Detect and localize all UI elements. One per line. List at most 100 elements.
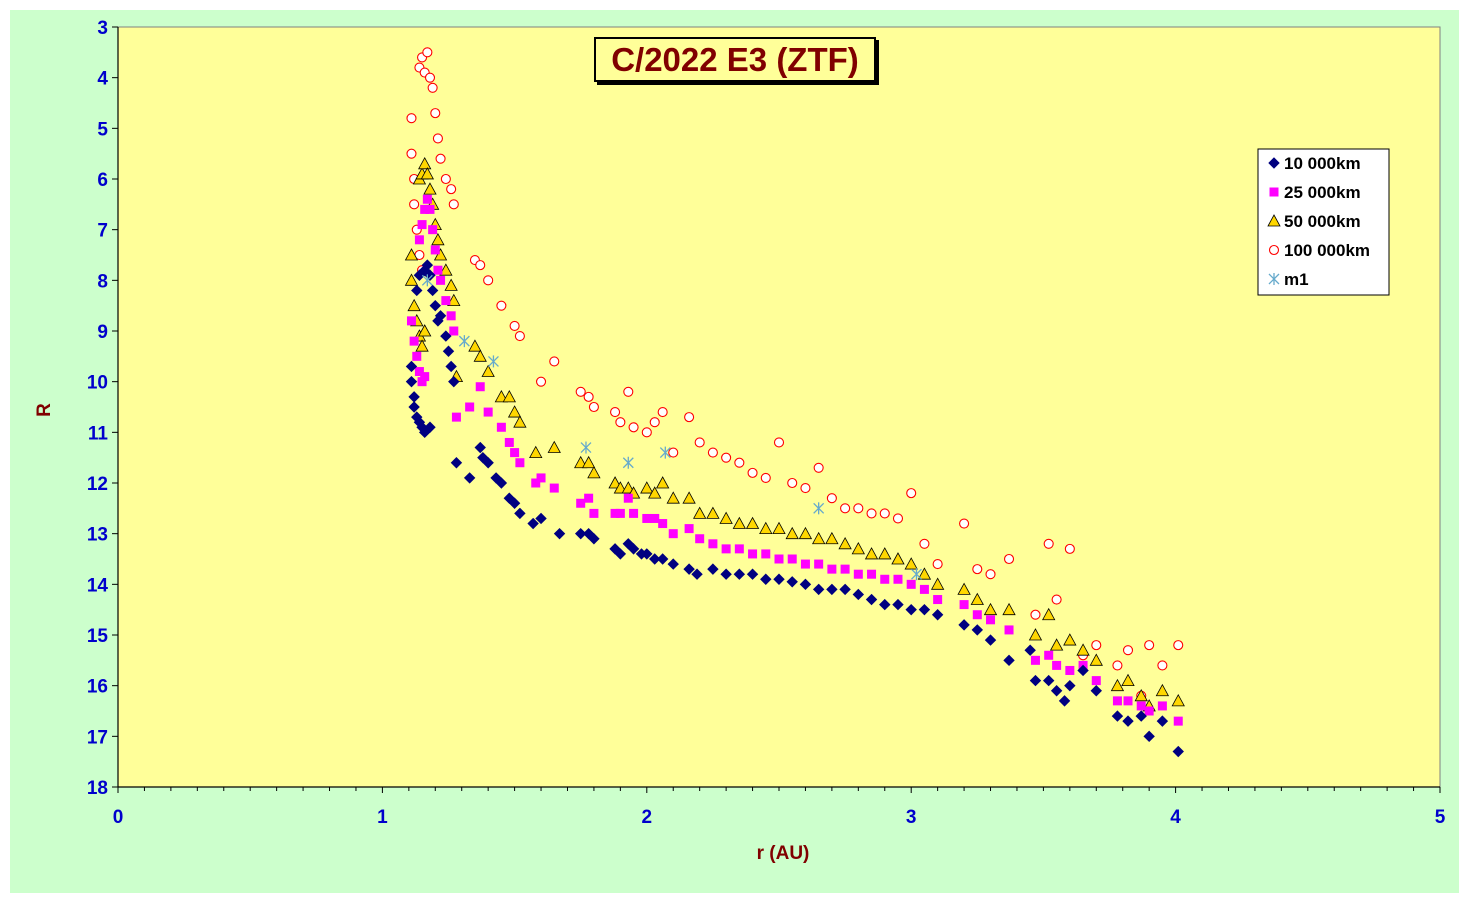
data-point-diamond bbox=[1058, 695, 1071, 707]
data-point-circle bbox=[657, 407, 668, 418]
data-point-circle bbox=[588, 401, 599, 413]
data-point-diamond bbox=[527, 517, 539, 530]
data-point-square bbox=[1030, 655, 1040, 665]
data-point-square bbox=[906, 579, 916, 589]
data-point-triangle bbox=[502, 390, 516, 403]
data-point-circle bbox=[483, 275, 494, 286]
data-point-square bbox=[642, 513, 652, 523]
data-point-triangle bbox=[798, 526, 813, 540]
data-point-triangle bbox=[447, 293, 461, 307]
data-point-circle bbox=[866, 508, 877, 519]
data-point-triangle bbox=[655, 476, 670, 489]
data-point-circle bbox=[1091, 640, 1102, 651]
y-tick-label: 9 bbox=[97, 322, 108, 343]
data-point-circle bbox=[853, 503, 864, 514]
data-point-diamond bbox=[1122, 715, 1134, 727]
data-point-diamond bbox=[971, 624, 984, 636]
data-point-diamond bbox=[1156, 715, 1169, 727]
data-point-asterisk bbox=[458, 335, 470, 348]
data-point-square bbox=[1157, 701, 1167, 711]
data-point-triangle bbox=[513, 415, 527, 428]
data-point-square bbox=[623, 493, 633, 503]
data-point-square bbox=[761, 549, 771, 559]
data-point-triangle bbox=[415, 339, 429, 352]
data-point-square bbox=[549, 483, 559, 493]
data-point-diamond bbox=[408, 401, 420, 413]
data-point-square bbox=[531, 478, 541, 488]
data-point-diamond bbox=[405, 360, 418, 373]
data-point-diamond bbox=[434, 310, 447, 322]
chart-area: 3 4 5 6 7 8 9 10 11 12 13 14 15 16 17 18 0 1 2 3 4 5 r (AU) R… bbox=[10, 10, 1459, 893]
legend-marker-triangle bbox=[1267, 214, 1281, 227]
data-point-triangle bbox=[431, 232, 445, 246]
y-tick-label: 14 bbox=[87, 575, 109, 596]
series-triangle bbox=[404, 156, 1185, 712]
data-point-square bbox=[827, 564, 837, 574]
data-point-square bbox=[414, 235, 424, 245]
data-point-triangle bbox=[693, 506, 707, 519]
data-point-circle bbox=[509, 320, 520, 331]
data-point-square bbox=[584, 493, 594, 503]
data-point-triangle bbox=[772, 521, 786, 534]
data-point-square bbox=[695, 534, 705, 544]
data-point-triangle bbox=[433, 248, 448, 261]
data-point-asterisk bbox=[421, 274, 433, 287]
data-point-diamond bbox=[865, 593, 878, 606]
data-point-square bbox=[409, 336, 419, 346]
data-point-square bbox=[451, 412, 461, 422]
data-point-circle bbox=[1112, 660, 1123, 671]
data-point-triangle bbox=[878, 547, 892, 560]
data-point-circle bbox=[623, 386, 634, 397]
data-point-triangle bbox=[640, 481, 654, 494]
data-point-square bbox=[986, 615, 996, 625]
data-point-diamond bbox=[656, 553, 669, 565]
data-point-square bbox=[748, 549, 758, 559]
data-point-triangle bbox=[904, 557, 918, 570]
data-point-circle bbox=[932, 559, 943, 570]
data-point-triangle bbox=[648, 486, 662, 499]
legend-marker-asterisk bbox=[1268, 273, 1280, 285]
data-point-diamond bbox=[1024, 644, 1036, 656]
x-tick-label: 1 bbox=[377, 807, 388, 828]
data-point-square bbox=[658, 519, 668, 529]
data-point-square bbox=[615, 508, 625, 518]
data-point-square bbox=[441, 296, 451, 306]
data-point-square bbox=[504, 437, 514, 447]
data-point-circle bbox=[440, 173, 451, 185]
data-point-square bbox=[933, 595, 943, 605]
data-point-diamond bbox=[627, 543, 640, 555]
data-point-diamond bbox=[931, 609, 944, 621]
data-point-diamond bbox=[892, 598, 904, 611]
y-tick-label: 13 bbox=[87, 525, 108, 546]
data-point-circle bbox=[1144, 640, 1155, 651]
data-point-circle bbox=[694, 437, 705, 448]
data-point-diamond bbox=[553, 527, 566, 540]
data-point-circle bbox=[1064, 543, 1075, 554]
data-point-triangle bbox=[917, 567, 932, 580]
data-point-diamond bbox=[1143, 730, 1155, 743]
data-point-circle bbox=[475, 260, 486, 271]
legend-marker-square bbox=[1269, 187, 1279, 197]
data-point-square bbox=[1136, 701, 1146, 711]
data-point-diamond bbox=[482, 457, 494, 469]
data-point-circle bbox=[514, 331, 525, 342]
data-point-circle bbox=[409, 199, 420, 210]
data-point-diamond bbox=[508, 497, 521, 509]
data-point-circle bbox=[773, 437, 785, 448]
legend-label: 50 000km bbox=[1284, 212, 1361, 231]
data-point-diamond bbox=[984, 634, 997, 646]
data-point-circle bbox=[1030, 609, 1041, 620]
y-tick-label: 6 bbox=[97, 170, 108, 191]
data-point-diamond bbox=[649, 553, 661, 565]
data-point-diamond bbox=[707, 563, 719, 575]
data-point-circle bbox=[1051, 594, 1062, 605]
data-point-diamond bbox=[1111, 710, 1124, 722]
data-point-square bbox=[774, 554, 784, 564]
data-point-square bbox=[417, 377, 427, 387]
data-point-triangle bbox=[444, 278, 458, 291]
data-point-circle bbox=[535, 376, 547, 387]
data-point-triangle bbox=[404, 273, 419, 286]
data-point-circle bbox=[610, 407, 621, 418]
y-axis-title: R bbox=[34, 403, 55, 417]
data-point-square bbox=[449, 326, 459, 336]
